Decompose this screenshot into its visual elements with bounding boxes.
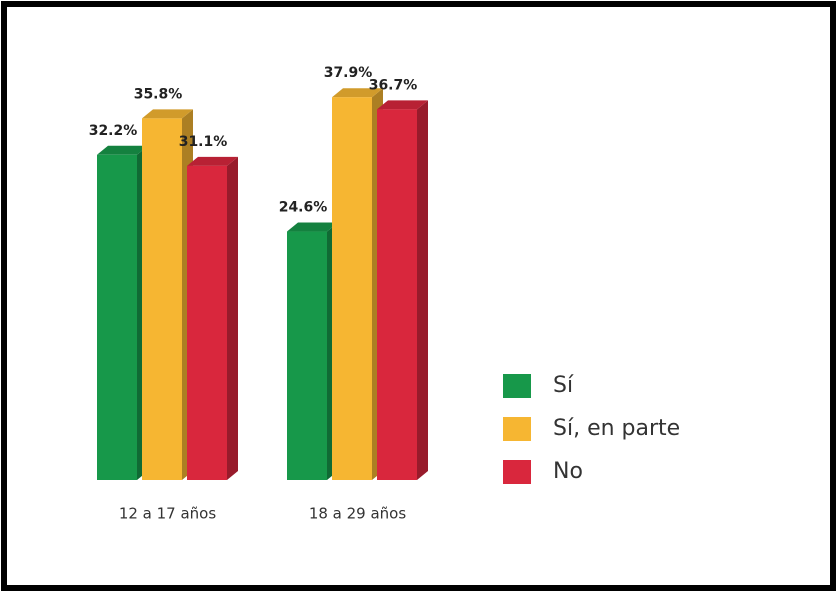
- bar-side: [417, 100, 428, 480]
- bar: [97, 154, 137, 480]
- value-label: 36.7%: [369, 77, 418, 93]
- bar-top: [377, 100, 428, 110]
- bar: [287, 231, 327, 480]
- bar: [142, 118, 182, 481]
- bar: [332, 97, 372, 481]
- legend-swatch: [503, 460, 531, 484]
- x-tick-label: 12 a 17 años: [119, 505, 217, 523]
- legend-swatch: [503, 417, 531, 441]
- bar: [187, 165, 227, 480]
- bar-top: [187, 156, 238, 166]
- bar-side: [227, 156, 238, 480]
- bar: [377, 109, 417, 480]
- value-label: 37.9%: [324, 65, 373, 81]
- value-label: 35.8%: [134, 86, 183, 102]
- value-label: 31.1%: [179, 134, 228, 150]
- bar-top: [142, 109, 193, 119]
- legend-label: Sí, en parte: [553, 416, 680, 441]
- legend-label: No: [553, 459, 583, 484]
- value-label: 32.2%: [89, 123, 138, 139]
- bar-top: [287, 222, 338, 232]
- bar-top: [332, 88, 383, 98]
- bar-top: [97, 145, 148, 155]
- value-label: 24.6%: [279, 200, 328, 216]
- x-tick-label: 18 a 29 años: [309, 505, 407, 523]
- legend-swatch: [503, 374, 531, 398]
- legend-label: Sí: [553, 373, 574, 398]
